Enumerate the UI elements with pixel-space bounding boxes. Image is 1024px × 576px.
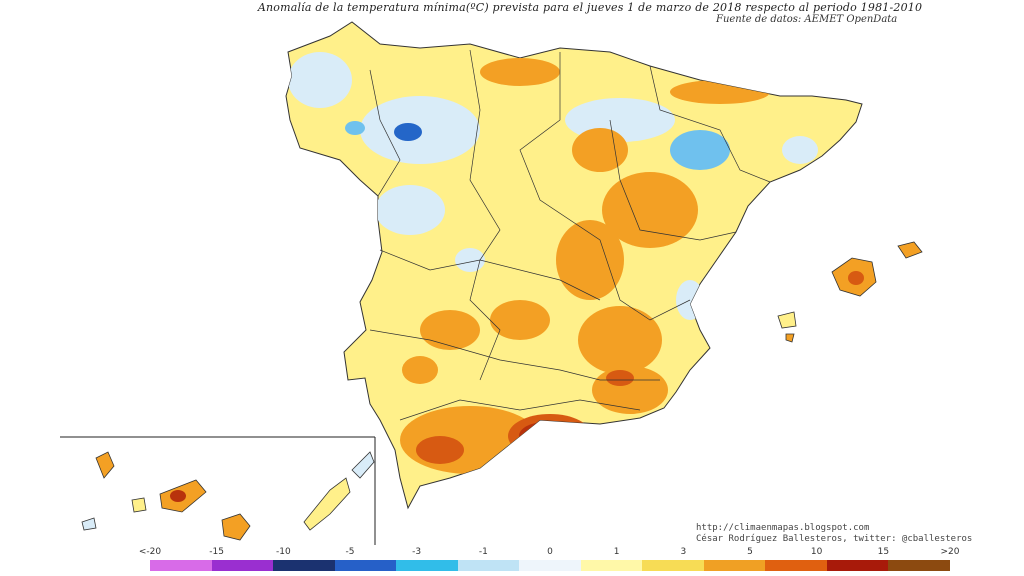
legend-ticks: <-20 -15 -10 -5 -3 -1 0 1 3 5 10 15 >20 (139, 547, 960, 559)
credit-blog: http://climaenmapas.blogspot.com (696, 523, 870, 533)
warm-zone-teruel (602, 172, 698, 248)
legend-tick-label: 1 (613, 547, 620, 557)
legend-tick-label: -3 (412, 547, 422, 557)
legend-swatch (519, 560, 581, 571)
warm-zone-castilla (490, 300, 550, 340)
legend-swatch (765, 560, 827, 571)
warm-zone-ebro (572, 128, 628, 172)
hot-zone-malaga (416, 436, 464, 464)
warm-zone-extremadura (420, 310, 480, 350)
warm-zone-albacete (578, 306, 662, 374)
legend-tick-label: -10 (275, 547, 291, 557)
legend-tick-label: 10 (810, 547, 823, 557)
credit-author: César Rodríguez Ballesteros, twitter: @c… (696, 534, 973, 544)
balearic-islands (777, 241, 923, 343)
warm-zone-andalucia (400, 406, 540, 474)
cold-zone-catalonia (782, 136, 818, 164)
legend-tick-label: <-20 (138, 547, 162, 557)
legend-swatch (211, 560, 274, 571)
legend-swatch (396, 560, 458, 571)
cold-zone-huesca (670, 130, 730, 170)
legend-swatch (150, 560, 212, 571)
legend-swatch (642, 560, 704, 571)
legend-swatch (457, 560, 520, 571)
legend-tick-label: 5 (747, 547, 753, 557)
cold-zone-galicia (288, 52, 352, 108)
canary-islands-inset (60, 436, 376, 545)
hot-zone-murcia (606, 370, 634, 386)
warm-zone-badajoz (402, 356, 438, 384)
legend-swatch (826, 560, 889, 571)
legend-tick-label: 15 (877, 547, 890, 557)
legend-tick-label: -15 (209, 547, 225, 557)
cold-zone-madrid (455, 248, 485, 272)
legend-swatch (334, 560, 397, 571)
region-borders (369, 49, 771, 421)
data-source: Fuente de datos: AEMET OpenData (716, 14, 898, 25)
warm-zone-cuenca (556, 220, 624, 300)
legend-swatch (703, 560, 766, 571)
map-title: Anomalía de la temperatura mínima(ºC) pr… (257, 1, 923, 14)
legend-tick-label: 0 (547, 547, 553, 557)
legend-swatch (273, 560, 335, 571)
legend-tick-label: -5 (345, 547, 355, 557)
very-hot-zone-granada (519, 422, 571, 450)
legend-swatch (888, 560, 950, 571)
legend-swatch (580, 560, 643, 571)
legend-tick-label: >20 (940, 547, 960, 557)
legend-tick-label: 3 (680, 547, 687, 557)
cold-zone-asturias (345, 121, 365, 135)
color-legend (150, 560, 950, 571)
cold-zone-zamora (375, 185, 445, 235)
legend-tick-label: -1 (478, 547, 488, 557)
warm-zone-cantabria (480, 58, 560, 86)
cold-zone-leon-dark (394, 123, 422, 141)
